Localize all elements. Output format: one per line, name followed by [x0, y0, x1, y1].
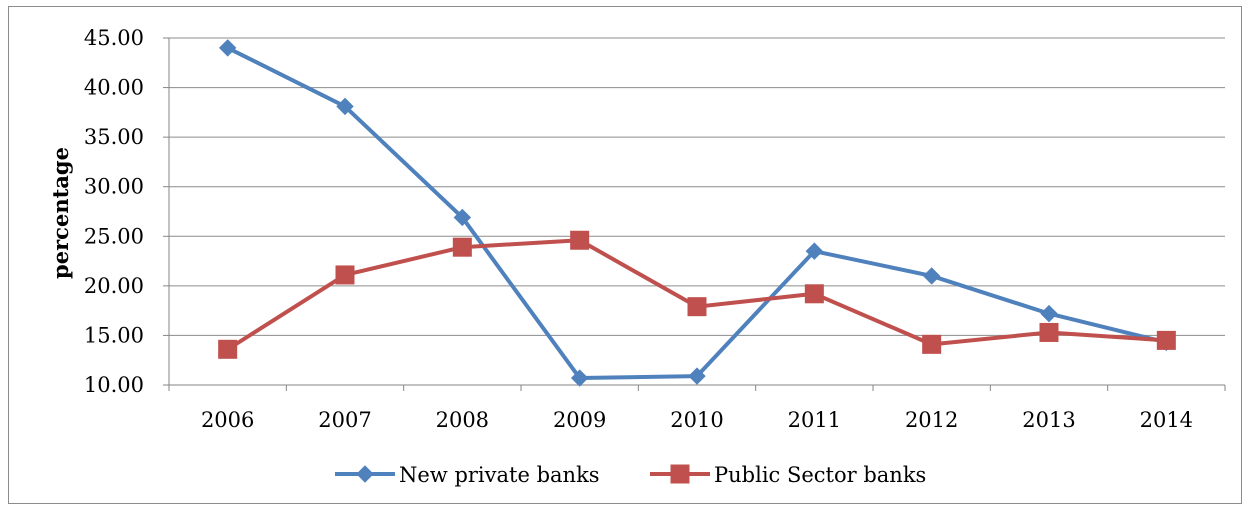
- data-point: [336, 97, 354, 116]
- legend: New private banks Public Sector banks: [335, 463, 926, 487]
- data-point: [570, 369, 589, 387]
- series-layer: [218, 39, 1176, 387]
- y-tick-label: 10.00: [84, 373, 144, 397]
- data-point: [218, 39, 237, 57]
- x-tick-label: 2010: [670, 408, 723, 432]
- data-point: [1156, 330, 1176, 350]
- legend-swatch-marker: [670, 464, 690, 484]
- x-tick-label: 2006: [201, 408, 254, 432]
- x-tick-label: 2008: [436, 408, 489, 432]
- x-tick-label: 2009: [553, 408, 606, 432]
- data-point: [335, 265, 355, 285]
- legend-item: New private banks: [335, 463, 600, 487]
- series-2: [218, 230, 1176, 359]
- y-axis-title: percentage: [48, 147, 73, 279]
- y-tick-label: 40.00: [84, 76, 144, 100]
- x-tick-label: 2014: [1140, 408, 1193, 432]
- x-tick-label: 2012: [905, 408, 958, 432]
- x-axis-ticks: 2006 2007 2008 2009 2010 2011 2012 2013 2014: [201, 408, 1193, 432]
- legend-label: New private banks: [399, 463, 600, 487]
- data-point: [922, 267, 941, 285]
- data-point: [452, 237, 472, 257]
- y-tick-label: 35.00: [84, 125, 144, 149]
- y-axis-ticks: 10.00 15.00 20.00 25.00 30.00 35.00 40.00 45.00: [84, 26, 144, 397]
- series-line: [225, 238, 1169, 352]
- y-tick-label: 45.00: [84, 26, 144, 50]
- y-tick-label: 15.00: [84, 323, 144, 347]
- x-tick-label: 2013: [1022, 408, 1075, 432]
- y-tick-label: 20.00: [84, 274, 144, 298]
- series-1: [218, 39, 1176, 387]
- data-point: [218, 339, 238, 359]
- grid-lines: [163, 37, 1226, 391]
- data-point: [922, 334, 942, 354]
- legend-item: Public Sector banks: [650, 463, 926, 487]
- y-tick-label: 25.00: [84, 224, 144, 248]
- data-point: [570, 230, 590, 250]
- data-point: [688, 367, 706, 385]
- legend-swatch-marker: [356, 465, 374, 483]
- data-point: [805, 242, 824, 260]
- data-point: [453, 208, 472, 227]
- data-point: [1040, 304, 1058, 323]
- x-tick-label: 2011: [788, 408, 841, 432]
- legend-label: Public Sector banks: [714, 463, 926, 487]
- data-point: [687, 297, 707, 317]
- data-point: [804, 284, 824, 304]
- data-point: [1039, 322, 1059, 342]
- y-tick-label: 30.00: [84, 175, 144, 199]
- x-tick-label: 2007: [318, 408, 371, 432]
- series-line: [225, 45, 1169, 381]
- chart-frame: [8, 6, 1242, 504]
